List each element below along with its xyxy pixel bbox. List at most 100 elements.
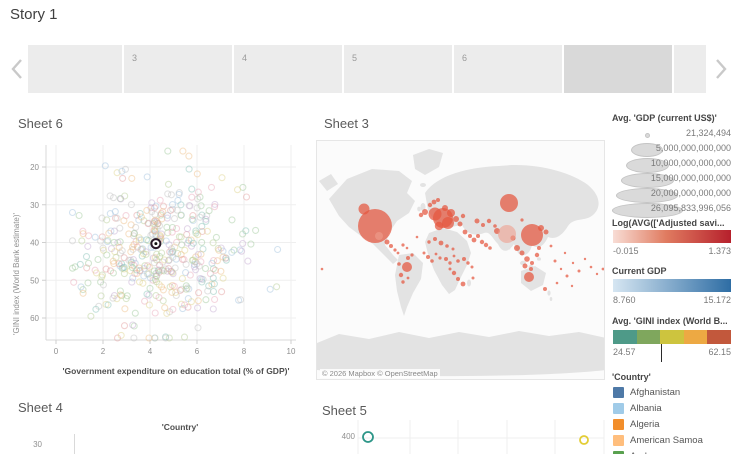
scatter-mark[interactable] — [102, 265, 110, 273]
scatter-mark[interactable] — [159, 202, 168, 210]
scatter-mark[interactable] — [192, 253, 200, 261]
scatter-mark[interactable] — [110, 260, 118, 268]
scatter-mark[interactable] — [180, 255, 188, 264]
map-bubble[interactable] — [444, 257, 448, 261]
map-bubble[interactable] — [534, 252, 540, 258]
scatter-mark[interactable] — [185, 152, 193, 160]
scatter-mark[interactable] — [109, 194, 118, 202]
scatter-mark[interactable] — [211, 266, 219, 274]
scatter-mark[interactable] — [218, 288, 226, 296]
scatter-mark[interactable] — [167, 206, 175, 214]
map-bubble[interactable] — [457, 221, 463, 227]
story-point-1[interactable] — [28, 45, 122, 93]
scatter-mark[interactable] — [156, 261, 164, 269]
scatter-mark[interactable] — [163, 309, 171, 317]
scatter-mark[interactable] — [156, 196, 164, 204]
scatter-mark[interactable] — [189, 216, 197, 225]
scatter-mark[interactable] — [177, 201, 185, 209]
scatter-mark[interactable] — [167, 191, 175, 199]
scatter-mark[interactable] — [133, 266, 141, 274]
scatter-mark[interactable] — [116, 287, 124, 295]
story-point-4[interactable]: 5 — [344, 45, 452, 93]
scatter-mark[interactable] — [168, 268, 176, 276]
scatter-mark[interactable] — [120, 265, 128, 273]
scatter-mark[interactable] — [188, 185, 196, 193]
scatter-mark[interactable] — [83, 264, 91, 272]
scatter-mark[interactable] — [121, 165, 130, 173]
map-bubble[interactable] — [521, 224, 543, 246]
scatter-mark[interactable] — [159, 286, 167, 294]
scatter-mark[interactable] — [196, 213, 204, 221]
scatter-mark[interactable] — [185, 201, 193, 210]
map-bubble[interactable] — [456, 259, 460, 263]
scatter-mark[interactable] — [147, 231, 155, 239]
scatter-mark[interactable] — [143, 262, 152, 270]
scatter-mark[interactable] — [118, 292, 126, 300]
scatter-mark[interactable] — [171, 264, 179, 272]
scatter-mark[interactable] — [120, 217, 128, 225]
scatter-mark[interactable] — [199, 245, 207, 253]
map-bubble[interactable] — [451, 270, 457, 276]
scatter-mark[interactable] — [142, 250, 150, 258]
scatter-mark[interactable] — [165, 256, 173, 264]
scatter-mark[interactable] — [76, 260, 84, 268]
scatter-mark[interactable] — [140, 265, 148, 273]
country-legend-item-american-samoa[interactable]: American Samoa — [613, 433, 735, 449]
map-bubble[interactable] — [479, 239, 485, 245]
map-bubble[interactable] — [476, 234, 480, 238]
scatter-mark[interactable] — [165, 265, 173, 273]
scatter-mark[interactable] — [147, 204, 155, 212]
map-bubble[interactable] — [428, 207, 442, 221]
scatter-mark[interactable] — [185, 285, 193, 293]
scatter-mark[interactable] — [106, 267, 115, 275]
scatter-mark[interactable] — [107, 245, 116, 253]
scatter-mark[interactable] — [122, 295, 130, 303]
scatter-mark[interactable] — [155, 293, 163, 302]
map-bubble[interactable] — [422, 209, 428, 215]
scatter-mark[interactable] — [154, 219, 162, 228]
scatter-mark[interactable] — [157, 234, 165, 242]
scatter-mark[interactable] — [177, 251, 185, 259]
scatter-mark[interactable] — [127, 258, 136, 266]
scatter-mark[interactable] — [158, 249, 166, 257]
scatter-mark[interactable] — [128, 243, 137, 251]
scatter-mark[interactable] — [168, 248, 176, 256]
story-point-5[interactable]: 6 — [454, 45, 562, 93]
scatter-mark[interactable] — [141, 297, 149, 305]
scatter-mark[interactable] — [112, 253, 120, 262]
scatter-mark[interactable] — [154, 266, 162, 274]
scatter-mark[interactable] — [192, 266, 200, 274]
scatter-mark[interactable] — [158, 266, 166, 274]
scatter-mark[interactable] — [153, 250, 161, 258]
scatter-mark[interactable] — [157, 209, 165, 218]
map-bubble[interactable] — [430, 259, 434, 263]
country-legend-item-albania[interactable]: Albania — [613, 401, 735, 417]
map-bubble[interactable] — [483, 242, 489, 248]
scatter-mark[interactable] — [166, 248, 174, 256]
scatter-mark[interactable] — [208, 280, 216, 288]
scatter-mark[interactable] — [130, 230, 138, 238]
scatter-mark[interactable] — [165, 257, 173, 265]
scatter-mark[interactable] — [184, 295, 192, 303]
scatter-mark[interactable] — [175, 190, 183, 198]
scatter-mark[interactable] — [151, 216, 159, 224]
map-bubble[interactable] — [442, 217, 454, 229]
scatter-mark[interactable] — [116, 238, 124, 246]
scatter-mark[interactable] — [156, 233, 164, 241]
scatter-mark[interactable] — [127, 248, 135, 256]
scatter-mark[interactable] — [140, 217, 148, 225]
scatter-mark[interactable] — [71, 263, 79, 271]
scatter-mark[interactable] — [157, 230, 166, 238]
scatter-mark[interactable] — [202, 215, 210, 223]
scatter-mark[interactable] — [162, 265, 170, 273]
scatter-mark[interactable] — [178, 255, 187, 263]
scatter-mark[interactable] — [145, 270, 153, 278]
scatter-mark[interactable] — [104, 301, 112, 309]
scatter-mark[interactable] — [92, 305, 100, 313]
scatter-mark[interactable] — [193, 260, 201, 268]
map-bubble[interactable] — [427, 240, 431, 244]
scatter-mark[interactable] — [187, 298, 195, 306]
scatter-mark[interactable] — [194, 231, 202, 239]
scatter-mark[interactable] — [228, 216, 236, 224]
scatter-mark[interactable] — [151, 227, 159, 235]
